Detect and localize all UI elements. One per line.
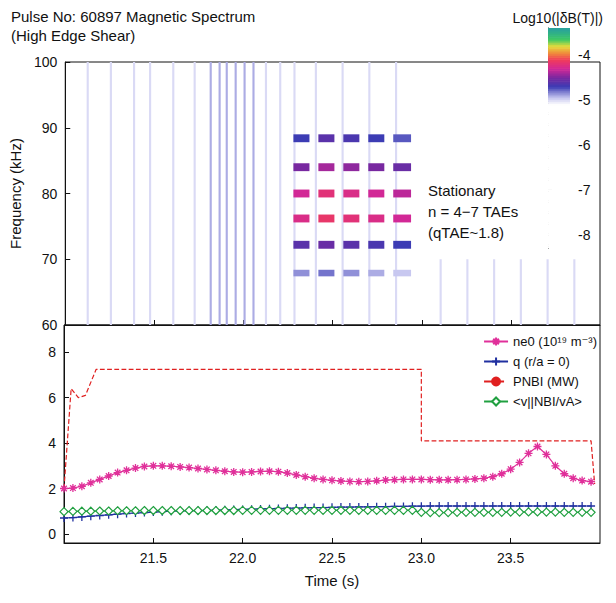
svg-text:-6: -6 xyxy=(578,137,591,153)
svg-text:Frequency (kHz): Frequency (kHz) xyxy=(7,138,24,249)
svg-text:-4: -4 xyxy=(578,47,591,63)
svg-text:PNBI (MW): PNBI (MW) xyxy=(513,374,579,389)
svg-text:-7: -7 xyxy=(578,182,591,198)
svg-text:6: 6 xyxy=(48,390,56,406)
svg-text:22.5: 22.5 xyxy=(318,550,345,566)
svg-text:8: 8 xyxy=(48,344,56,360)
svg-text:23.5: 23.5 xyxy=(497,550,524,566)
svg-text:23.0: 23.0 xyxy=(408,550,435,566)
svg-text:100: 100 xyxy=(34,54,58,70)
svg-text:2: 2 xyxy=(48,481,56,497)
svg-text:4: 4 xyxy=(48,435,56,451)
svg-text:90: 90 xyxy=(42,120,58,136)
svg-text:21.5: 21.5 xyxy=(140,550,167,566)
svg-text:(qTAE~1.8): (qTAE~1.8) xyxy=(428,224,504,241)
svg-text:(High Edge Shear): (High Edge Shear) xyxy=(11,27,135,44)
svg-text:n = 4−7 TAEs: n = 4−7 TAEs xyxy=(428,203,518,220)
svg-text:60: 60 xyxy=(42,317,58,333)
svg-text:-5: -5 xyxy=(578,92,591,108)
svg-text:<v||NBI/vA>: <v||NBI/vA> xyxy=(513,394,582,409)
svg-text:Log10(|δB(T)|): Log10(|δB(T)|) xyxy=(512,10,603,26)
svg-text:80: 80 xyxy=(42,186,58,202)
svg-text:-8: -8 xyxy=(578,227,591,243)
svg-text:q (r/a = 0): q (r/a = 0) xyxy=(513,354,570,369)
svg-text:Pulse No: 60897 Magnetic Spect: Pulse No: 60897 Magnetic Spectrum xyxy=(11,8,255,25)
svg-text:70: 70 xyxy=(42,251,58,267)
svg-text:Stationary: Stationary xyxy=(428,182,496,199)
svg-text:Time (s): Time (s) xyxy=(305,572,359,589)
svg-text:0: 0 xyxy=(48,526,56,542)
svg-text:ne0 (10¹⁹ m⁻³): ne0 (10¹⁹ m⁻³) xyxy=(513,334,597,349)
svg-text:22.0: 22.0 xyxy=(229,550,256,566)
